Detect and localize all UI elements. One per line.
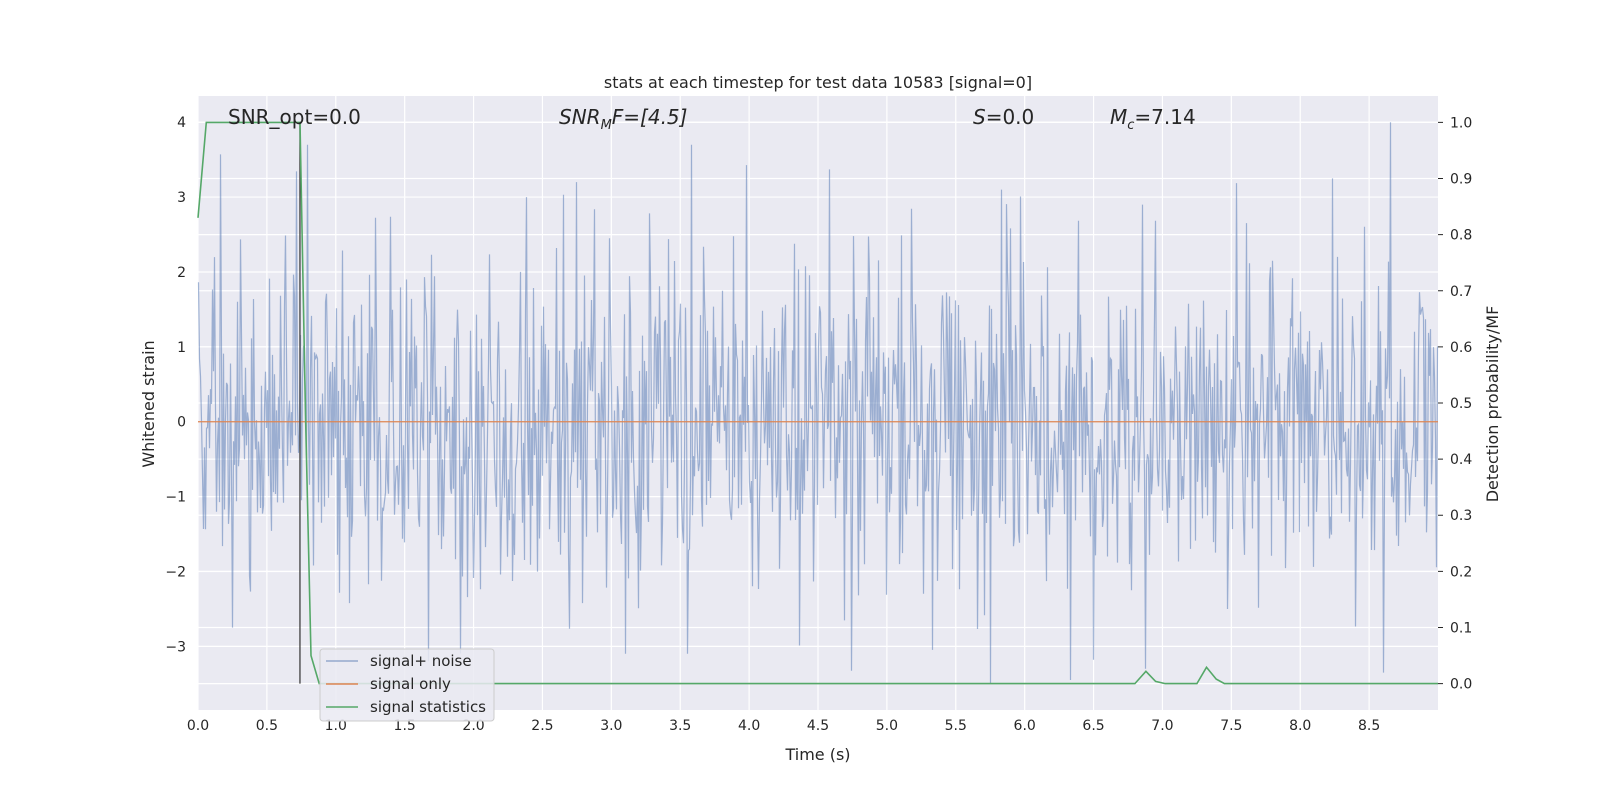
y2-tick-label: 0.7 [1450,284,1472,300]
x-tick-label: 6.5 [1082,718,1104,734]
y2-axis-label: Detection probability/MF [1483,306,1502,503]
legend-box [319,648,495,722]
y2-tick-label: 0.2 [1450,564,1472,580]
x-tick-label: 3.0 [600,718,622,734]
x-tick-label: 7.5 [1220,718,1242,734]
y2-tick-label: 0.5 [1450,396,1472,412]
x-tick-label: 8.5 [1358,718,1380,734]
y-tick-label: 2 [177,265,186,281]
signal-noise-line [197,122,1439,684]
y2-tick-label: 0.1 [1450,620,1472,636]
y2-tick-label: 0.6 [1450,340,1472,356]
y-tick-label: −3 [165,639,186,655]
y2-tick-label: 0.0 [1450,677,1472,693]
s-annotation: S=0.0 [973,105,1034,129]
legend-label-signal-only: signal only [370,675,451,693]
y-axis-label: Whitened strain [139,340,158,467]
y-tick-label: 0 [177,415,186,431]
x-tick-label: 1.0 [325,718,347,734]
signal-statistics-line [197,121,1438,685]
y2-tick-label: 0.8 [1450,228,1472,244]
y2-tick-label: 0.3 [1450,508,1472,524]
y-tick-label: 3 [177,190,186,206]
signal-noise-series [197,122,1439,684]
x-tick-label: 2.5 [531,718,553,734]
y-tick-label: −2 [165,564,186,580]
chart-title: stats at each timestep for test data 105… [604,73,1032,92]
x-tick-label: 1.5 [394,718,416,734]
y2-tick-label: 0.4 [1450,452,1472,468]
legend-label-signal-statistics: signal statistics [370,698,486,716]
x-tick-label: 3.5 [669,718,691,734]
legend-label-signal-noise: signal+ noise [370,652,472,670]
x-tick-label: 5.0 [876,718,898,734]
x-tick-label: 4.0 [738,718,760,734]
x-tick-label: 6.0 [1014,718,1036,734]
x-tick-label: 0.0 [187,718,209,734]
snr-opt-annotation: SNR_opt=0.0 [228,105,361,129]
x-tick-labels: 0.0 0.5 1.0 1.5 2.0 2.5 3.0 3.5 4.0 4.5 5.0 5.5 6.0 6… [187,718,1380,734]
legend: signal+ noise signal only signal statist… [319,648,495,722]
x-tick-label: 0.5 [256,718,278,734]
y-tick-label: 4 [177,115,186,131]
x-tick-label: 8.0 [1289,718,1311,734]
y2-tick-labels: 1.0 0.9 0.8 0.7 0.6 0.5 0.4 0.3 0.2 0.1 0.0 [1438,115,1472,693]
x-tick-label: 5.5 [945,718,967,734]
x-tick-label: 2.0 [462,718,484,734]
y2-tick-label: 1.0 [1450,115,1472,131]
y-tick-label: −1 [165,490,186,506]
y2-tick-label: 0.9 [1450,172,1472,188]
y-tick-labels: 4 3 2 1 0 −1 −2 −3 [165,115,186,655]
x-tick-label: 7.0 [1151,718,1173,734]
x-tick-label: 4.5 [807,718,829,734]
mc-annotation: Mc=7.14 [1110,105,1196,133]
y-tick-label: 1 [177,340,186,356]
x-axis-label: Time (s) [784,745,850,764]
snr-mf-annotation: SNRMF=[4.5] [559,105,687,133]
